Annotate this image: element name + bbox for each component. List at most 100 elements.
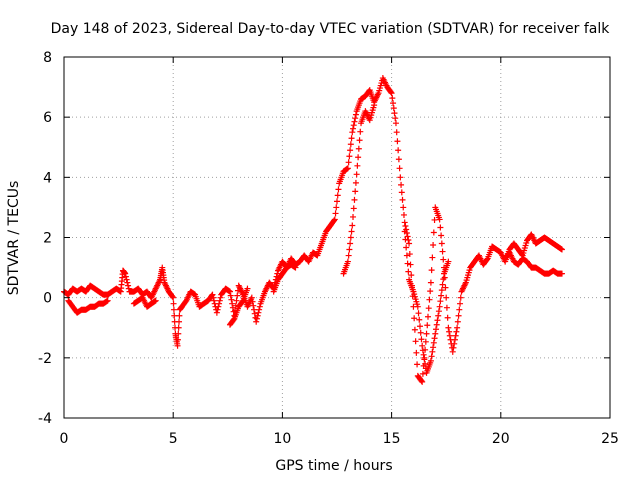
y-axis-label: SDTVAR / TECUs (6, 181, 22, 296)
data-point (430, 242, 437, 249)
data-point (171, 312, 178, 319)
data-point (393, 129, 400, 136)
data-points-layer (61, 75, 565, 385)
data-point (418, 336, 425, 343)
data-point (176, 312, 183, 319)
data-point (331, 217, 338, 224)
data-point (426, 296, 433, 303)
data-point (433, 321, 440, 328)
data-point (250, 302, 257, 309)
data-point (452, 332, 459, 339)
data-point (253, 315, 260, 322)
data-point (418, 377, 425, 384)
data-point (438, 232, 445, 239)
data-point (332, 210, 339, 217)
data-point (390, 100, 397, 107)
data-point (419, 342, 426, 349)
data-point (451, 336, 458, 343)
data-point (435, 312, 442, 319)
data-point (439, 248, 446, 255)
data-point (443, 294, 450, 301)
data-point (424, 322, 431, 329)
data-point (446, 328, 453, 335)
data-point (210, 294, 217, 301)
data-point (401, 228, 408, 235)
data-point (331, 216, 338, 223)
data-point (440, 276, 447, 283)
data-point (350, 125, 357, 132)
data-point (249, 298, 256, 305)
data-point (347, 147, 354, 154)
data-point (403, 244, 410, 251)
data-point (431, 216, 438, 223)
data-point (239, 298, 246, 305)
data-point (434, 317, 441, 324)
data-point (350, 122, 357, 129)
data-point (435, 308, 442, 315)
data-point (352, 179, 359, 186)
data-point (354, 162, 361, 169)
data-point (430, 344, 437, 351)
data-point (209, 291, 216, 298)
data-point (169, 293, 176, 300)
data-point (353, 171, 360, 178)
data-point (437, 224, 444, 231)
data-point (352, 111, 359, 118)
data-point (454, 318, 461, 325)
data-point (439, 281, 446, 288)
data-point (334, 198, 340, 205)
data-point (402, 222, 409, 229)
x-tick-label: 15 (383, 431, 401, 447)
data-point (558, 270, 565, 277)
data-point (442, 284, 449, 291)
data-point (170, 300, 177, 307)
data-point (215, 303, 222, 310)
data-point (248, 294, 255, 301)
data-point (416, 316, 423, 323)
data-point (438, 287, 445, 294)
data-point (429, 254, 436, 261)
data-point (104, 297, 111, 304)
data-point (440, 256, 447, 263)
grid-layer (64, 57, 610, 418)
x-axis-label: GPS time / hours (275, 458, 392, 474)
data-point (216, 297, 223, 304)
data-point (456, 306, 463, 313)
data-point (346, 153, 353, 160)
data-point (216, 300, 223, 307)
data-point (483, 256, 490, 263)
data-point (346, 246, 353, 253)
x-tick-label: 20 (492, 431, 510, 447)
x-tick-label: 0 (60, 431, 69, 447)
data-point (351, 118, 358, 125)
data-point (351, 196, 358, 203)
data-point (422, 360, 429, 367)
data-point (411, 315, 418, 322)
data-point (229, 300, 236, 307)
ticks-layer: 0 5 10 15 20 25 -4 -2 0 2 4 6 8 (38, 50, 619, 447)
data-point (357, 128, 364, 135)
data-point (415, 310, 422, 317)
data-point (402, 236, 409, 243)
data-point (406, 240, 413, 247)
data-point (352, 188, 359, 195)
data-point (399, 196, 406, 203)
data-point (412, 338, 419, 345)
data-point (390, 105, 397, 112)
data-point (443, 304, 450, 311)
data-point (170, 306, 177, 313)
data-point (438, 240, 445, 247)
data-point (395, 147, 402, 154)
data-point (398, 181, 405, 188)
data-point (253, 318, 260, 325)
data-point (292, 264, 299, 271)
y-tick-label: -2 (38, 351, 52, 367)
data-point (125, 285, 132, 292)
chart-title: Day 148 of 2023, Sidereal Day-to-day VTE… (51, 21, 611, 37)
data-point (254, 312, 261, 319)
data-point (558, 246, 565, 253)
data-point (122, 270, 129, 277)
data-point (397, 174, 404, 181)
data-point (433, 326, 440, 333)
y-tick-label: 8 (43, 50, 52, 66)
